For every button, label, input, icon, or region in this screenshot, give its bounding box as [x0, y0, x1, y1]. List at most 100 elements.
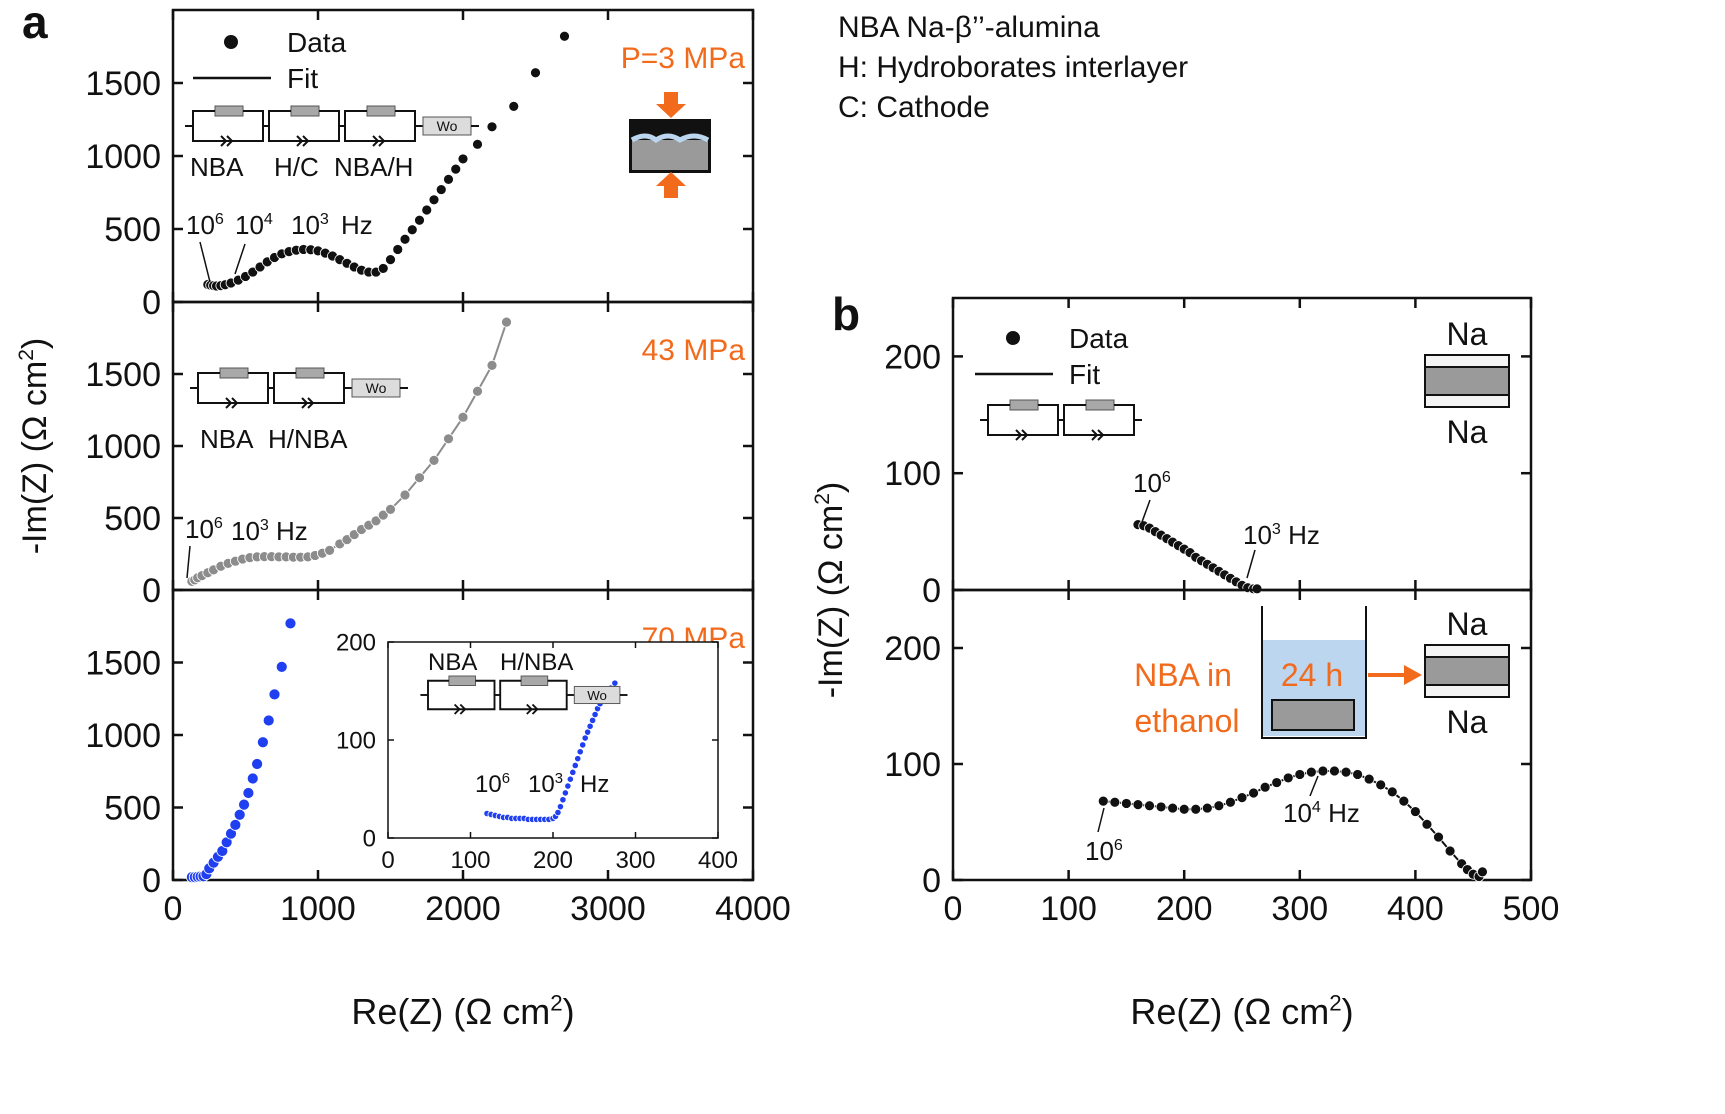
annotation-leader	[199, 241, 211, 283]
data-point	[421, 204, 433, 216]
frequency-label: 103	[231, 516, 269, 546]
data-point	[1259, 781, 1271, 793]
pressure-label: 43 MPa	[642, 334, 746, 367]
text-run: 10	[231, 516, 260, 546]
x-tick-label: 400	[1387, 890, 1444, 928]
electrode-label-top: Na	[1447, 316, 1488, 352]
x-tick-label: 300	[1271, 890, 1328, 928]
y-tick-label: 200	[884, 338, 941, 376]
frequency-label: 106	[1133, 468, 1171, 498]
y-tick-label: 1000	[85, 717, 161, 755]
superscript: 4	[264, 210, 273, 228]
data-series	[1132, 519, 1263, 595]
equivalent-circuit-diagram	[980, 399, 1142, 441]
x-tick-label: 100	[450, 847, 490, 874]
superscript: 2	[1329, 990, 1341, 1015]
text-run: -Im(Z) (Ω cm	[812, 505, 850, 698]
legend-label: Fit	[1069, 359, 1100, 390]
arrow-head-icon	[1404, 665, 1422, 685]
data-point	[1282, 772, 1294, 784]
y-axis-label: -Im(Z) (Ω cm2)	[811, 482, 850, 699]
electrolyte-pellet-icon	[1424, 366, 1510, 396]
soak-time-label: 24 h	[1281, 657, 1343, 693]
data-point	[242, 787, 255, 799]
legend-line-h: H: Hydroborates interlayer	[838, 51, 1189, 84]
text-run: Hz	[1281, 520, 1320, 550]
circuit-wire	[1063, 404, 1135, 436]
data-point	[569, 768, 577, 776]
data-point	[457, 153, 469, 165]
frequency-label: 106	[475, 771, 510, 798]
cpe-icon	[225, 397, 239, 409]
plot-frame-b2	[951, 588, 1533, 882]
equivalent-circuit-diagram: Wo	[185, 105, 479, 147]
text-run: -Im(Z) (Ω cm	[16, 361, 54, 554]
data-point	[1329, 765, 1340, 777]
circuit-element-label: NBA	[200, 424, 254, 454]
text-run: 10	[475, 771, 502, 798]
data-point	[556, 803, 565, 811]
y-tick-label: 1500	[85, 65, 161, 103]
data-point	[406, 224, 418, 236]
superscript: 2	[811, 493, 834, 505]
data-point	[1421, 818, 1433, 830]
resistor-icon	[1009, 399, 1039, 411]
data-point	[443, 173, 454, 185]
superscript: 3	[260, 516, 269, 534]
circuit-wire	[344, 110, 416, 142]
x-axis-label: Re(Z) (Ω cm2)	[351, 990, 574, 1032]
frequency-unit-label: Hz	[276, 516, 308, 546]
data-point	[392, 244, 404, 255]
y-tick-label: 500	[104, 500, 161, 538]
resistor-icon	[366, 105, 396, 117]
circuit-wire	[273, 372, 345, 404]
data-point	[559, 30, 570, 42]
text-run: 10	[1133, 468, 1162, 498]
data-point	[284, 617, 297, 630]
text-run: 10	[1243, 520, 1272, 550]
data-point	[554, 808, 562, 817]
data-point	[450, 163, 462, 175]
legend-label: Fit	[287, 63, 318, 94]
data-point	[1477, 866, 1488, 878]
data-point	[574, 755, 582, 763]
superscript: 6	[1114, 836, 1123, 854]
arrow-up-icon	[656, 172, 686, 198]
data-point	[508, 100, 520, 112]
data-point	[1271, 777, 1283, 788]
x-tick-label: 500	[1503, 890, 1560, 928]
data-point	[1213, 800, 1225, 812]
equivalent-circuit-diagram: Wo	[190, 367, 408, 409]
y-tick-label: 0	[363, 825, 376, 852]
data-point	[530, 67, 541, 79]
data-point	[246, 772, 259, 785]
text-run: 10	[235, 210, 264, 240]
annotation-leader	[186, 545, 191, 579]
circuit-element-label: H/NBA	[268, 424, 348, 454]
data-point	[370, 515, 382, 527]
data-point	[256, 736, 269, 749]
circuit-wire	[192, 110, 264, 142]
data-point	[233, 808, 246, 821]
superscript: 2	[550, 990, 562, 1015]
x-tick-label: 2000	[425, 890, 501, 928]
resistor-icon	[219, 367, 249, 379]
interlayer-icon	[630, 133, 710, 144]
figure-legend: NBA Na-β’’-alumina H: Hydroborates inter…	[838, 8, 1188, 128]
y-tick-label: 1000	[85, 428, 161, 466]
annotation-leader	[1097, 807, 1105, 833]
data-point	[472, 385, 483, 397]
data-point	[501, 316, 512, 328]
data-point	[581, 734, 589, 742]
legend-line-nba: NBA Na-β’’-alumina	[838, 11, 1100, 44]
data-point	[1178, 803, 1190, 815]
electrode-label-top: Na	[1447, 606, 1488, 642]
x-axis-label: Re(Z) (Ω cm2)	[1130, 990, 1353, 1032]
y-tick-label: 1500	[85, 644, 161, 682]
text-run: 10	[291, 210, 320, 240]
data-point	[1121, 798, 1132, 809]
frequency-unit-label: Hz	[341, 210, 373, 240]
data-point	[247, 266, 259, 278]
data-point	[324, 545, 336, 556]
data-point	[435, 184, 447, 195]
